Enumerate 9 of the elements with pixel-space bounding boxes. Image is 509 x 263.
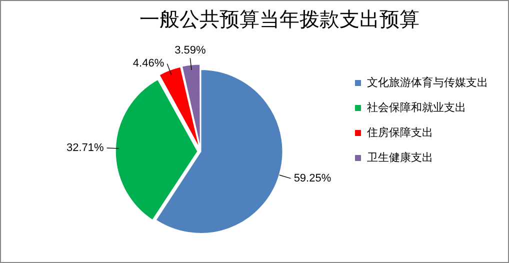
- data-label: 32.71%: [66, 142, 104, 154]
- legend-label: 社会保障和就业支出: [367, 100, 466, 114]
- chart-title: 一般公共预算当年拨款支出预算: [140, 7, 420, 32]
- legend-label: 文化旅游体育与传媒支出: [367, 76, 488, 89]
- legend-label: 卫生健康支出: [367, 150, 433, 164]
- data-label: 3.59%: [174, 44, 206, 57]
- data-label: 4.46%: [132, 58, 164, 70]
- data-label: 59.25%: [294, 172, 332, 184]
- legend-label: 住房保障支出: [367, 126, 433, 139]
